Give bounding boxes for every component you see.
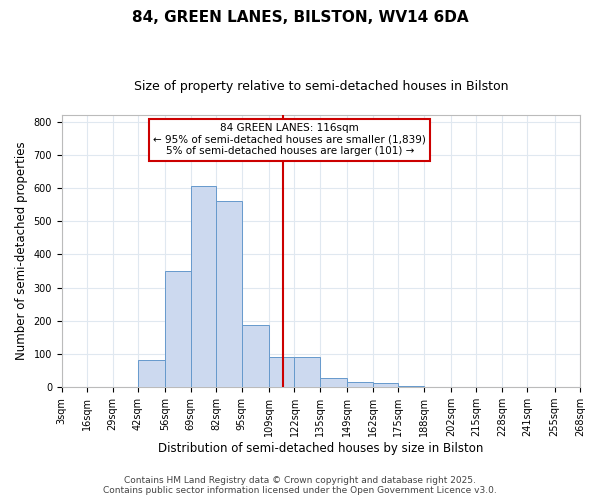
Bar bbox=[269, 357, 295, 387]
Text: Contains HM Land Registry data © Crown copyright and database right 2025.
Contai: Contains HM Land Registry data © Crown c… bbox=[103, 476, 497, 495]
Text: 84 GREEN LANES: 116sqm
← 95% of semi-detached houses are smaller (1,839)
5% of s: 84 GREEN LANES: 116sqm ← 95% of semi-det… bbox=[154, 123, 426, 156]
Text: 84, GREEN LANES, BILSTON, WV14 6DA: 84, GREEN LANES, BILSTON, WV14 6DA bbox=[131, 10, 469, 25]
Bar bbox=[398, 386, 424, 387]
Bar bbox=[138, 360, 166, 387]
X-axis label: Distribution of semi-detached houses by size in Bilston: Distribution of semi-detached houses by … bbox=[158, 442, 484, 455]
Y-axis label: Number of semi-detached properties: Number of semi-detached properties bbox=[15, 142, 28, 360]
Title: Size of property relative to semi-detached houses in Bilston: Size of property relative to semi-detach… bbox=[134, 80, 508, 93]
Bar bbox=[347, 382, 373, 387]
Bar bbox=[295, 357, 320, 387]
Bar bbox=[166, 271, 191, 387]
Bar bbox=[191, 186, 216, 387]
Bar bbox=[242, 325, 269, 387]
Bar bbox=[373, 382, 398, 387]
Bar bbox=[320, 378, 347, 387]
Bar bbox=[216, 202, 242, 387]
